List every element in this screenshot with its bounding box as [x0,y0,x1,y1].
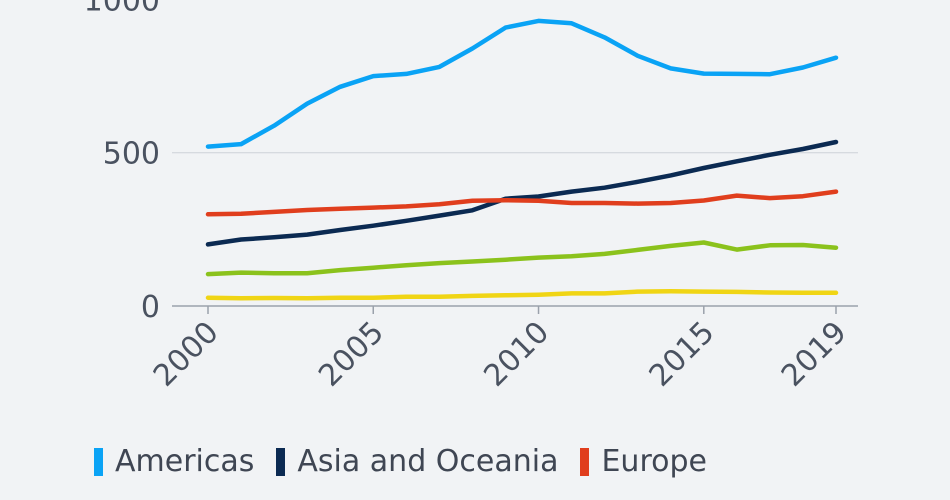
series-lines [205,18,839,301]
x-tick-label: 2010 [477,315,556,394]
y-axis-ticks: 0 500 1000 [84,0,160,325]
grid-lines [172,152,858,307]
x-tick-label: 2015 [643,315,722,394]
y-tick-label: 500 [103,137,160,172]
x-tick-label: 2019 [775,315,854,394]
legend-item-europe: Europe [580,444,707,479]
legend-swatch [580,447,590,476]
legend-label: Europe [601,444,707,479]
x-axis-ticks: 2000 2005 2010 2015 2019 [147,306,854,394]
series-line-4 [205,240,839,277]
y-tick-label: 0 [141,290,160,325]
legend-label: Americas [115,444,255,479]
series-line-europe [205,189,839,217]
series-line-americas [205,18,839,149]
legend-label: Asia and Oceania [297,444,559,479]
legend-item-asia-oceania: Asia and Oceania [276,444,558,479]
legend-swatch [276,447,286,476]
legend: Americas Asia and Oceania Europe [94,444,707,479]
legend-item-americas: Americas [94,444,254,479]
x-tick-label: 2000 [147,315,226,394]
series-line-asia-and-oceania [205,139,839,247]
series-line-5 [205,289,839,301]
line-chart: 0 500 1000 2000 2005 2010 2015 2019 [84,0,858,394]
legend-swatch [94,447,103,476]
y-tick-label: 1000 [84,0,160,18]
x-tick-label: 2005 [312,315,391,394]
